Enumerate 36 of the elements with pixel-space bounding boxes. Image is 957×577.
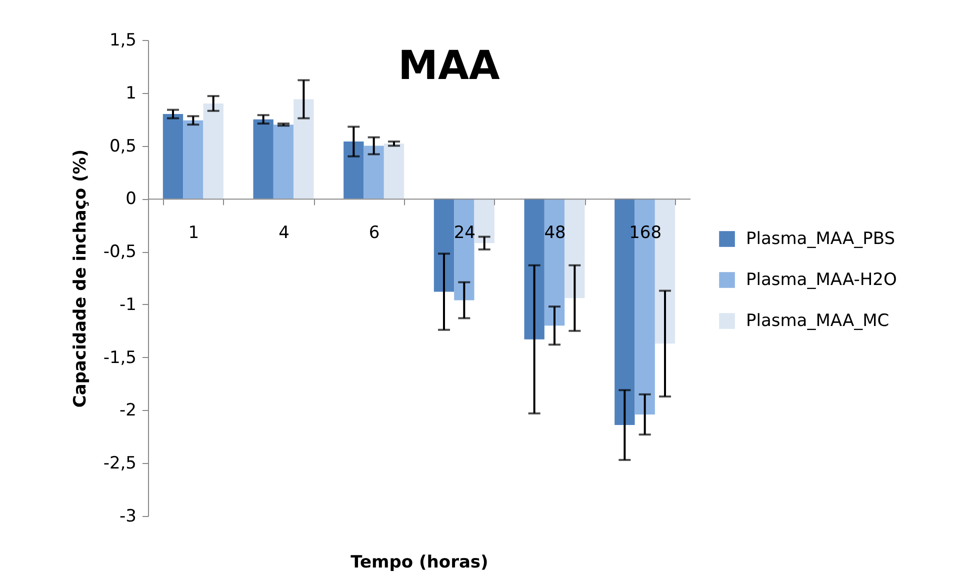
y-tick-label: -2 <box>120 400 136 421</box>
bar <box>273 124 294 199</box>
y-tick-label: -0,5 <box>103 242 136 262</box>
bar <box>454 198 474 300</box>
y-tick-label: 0,5 <box>109 136 136 156</box>
bar <box>364 146 384 199</box>
y-tick-label: -2,5 <box>103 454 136 474</box>
bar <box>564 198 585 298</box>
x-tick-label: 6 <box>368 223 380 244</box>
x-tick-label: 4 <box>278 223 290 244</box>
legend-label: Plasma_MAA_MC <box>746 311 890 331</box>
y-tick-label: 0 <box>126 189 136 210</box>
bar <box>344 142 364 199</box>
y-tick-label: -3 <box>120 506 136 526</box>
y-tick-label: 1 <box>126 83 136 104</box>
bar <box>203 103 224 199</box>
x-tick-label: 168 <box>629 223 662 244</box>
bar <box>183 120 204 199</box>
x-tick-label: 48 <box>544 223 566 244</box>
x-tick-label: 1 <box>188 223 200 244</box>
bar <box>524 198 544 340</box>
chart-title: MAA <box>398 43 500 89</box>
x-tick-label: 24 <box>454 223 476 244</box>
bar <box>544 198 565 326</box>
legend-label: Plasma_MAA-H2O <box>746 270 897 290</box>
bar <box>434 198 454 292</box>
bar <box>162 114 184 199</box>
bar <box>253 119 274 199</box>
y-tick-label: -1 <box>120 294 136 315</box>
bar <box>474 198 494 244</box>
y-axis-title: Capacidade de inchaço (%) <box>70 149 90 408</box>
bar <box>294 99 314 199</box>
x-axis-title: Tempo (horas) <box>350 552 488 572</box>
y-tick-label: 1,5 <box>109 30 136 50</box>
y-tick-label: -1,5 <box>103 348 136 368</box>
legend-label: Plasma_MAA_PBS <box>746 229 896 249</box>
